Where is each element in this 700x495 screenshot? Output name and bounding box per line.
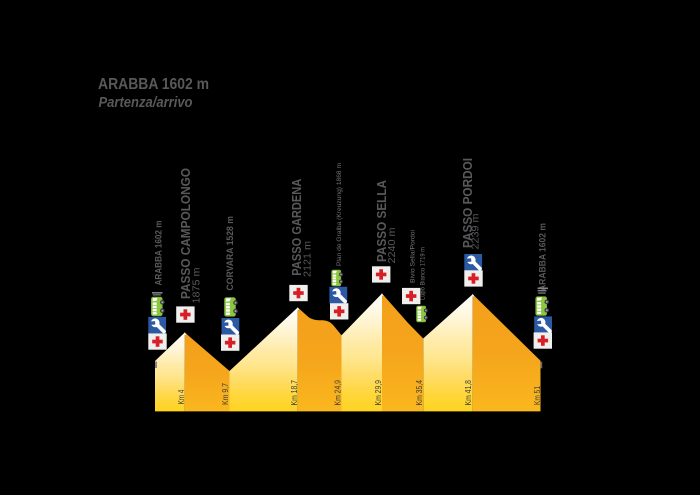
svg-text:Km 9,7: Km 9,7 — [221, 383, 230, 405]
svg-text:1875 m: 1875 m — [190, 267, 202, 303]
svg-text:PASSO CAMPOLONGO: PASSO CAMPOLONGO — [179, 168, 193, 299]
svg-text:Km 18,7: Km 18,7 — [290, 380, 299, 406]
svg-text:ARABBA 1602 m: ARABBA 1602 m — [537, 223, 547, 291]
svg-text:PASSO GARDENA: PASSO GARDENA — [290, 179, 304, 276]
svg-text:2239 m: 2239 m — [469, 213, 481, 249]
svg-text:2240 m: 2240 m — [386, 227, 398, 263]
svg-text:Bivio Sella/Pordoi: Bivio Sella/Pordoi — [411, 230, 417, 283]
svg-text:Km 24,9: Km 24,9 — [334, 380, 343, 406]
svg-text:Km 41,8: Km 41,8 — [464, 380, 473, 406]
svg-text:Km 29,9: Km 29,9 — [374, 380, 383, 406]
svg-text:Km 35,4: Km 35,4 — [415, 379, 424, 405]
svg-text:PASSO SELLA: PASSO SELLA — [375, 180, 389, 262]
svg-text:Plan de Gralba (Kreuzung) 1868: Plan de Gralba (Kreuzung) 1868 m — [337, 163, 343, 266]
svg-text:CORVARA 1528 m: CORVARA 1528 m — [225, 216, 235, 291]
svg-text:Partenza/arrivo: Partenza/arrivo — [99, 94, 193, 111]
svg-text:ARABBA 1602 m: ARABBA 1602 m — [98, 76, 209, 93]
svg-text:Km 4: Km 4 — [177, 389, 186, 405]
svg-text:2121 m: 2121 m — [301, 241, 313, 277]
svg-text:Lupo Bianco 1719 m: Lupo Bianco 1719 m — [421, 247, 427, 300]
svg-text:PASSO PORDOI: PASSO PORDOI — [461, 158, 475, 248]
svg-text:ARABBA 1602 m: ARABBA 1602 m — [153, 221, 163, 286]
svg-text:Km 51: Km 51 — [533, 386, 542, 405]
